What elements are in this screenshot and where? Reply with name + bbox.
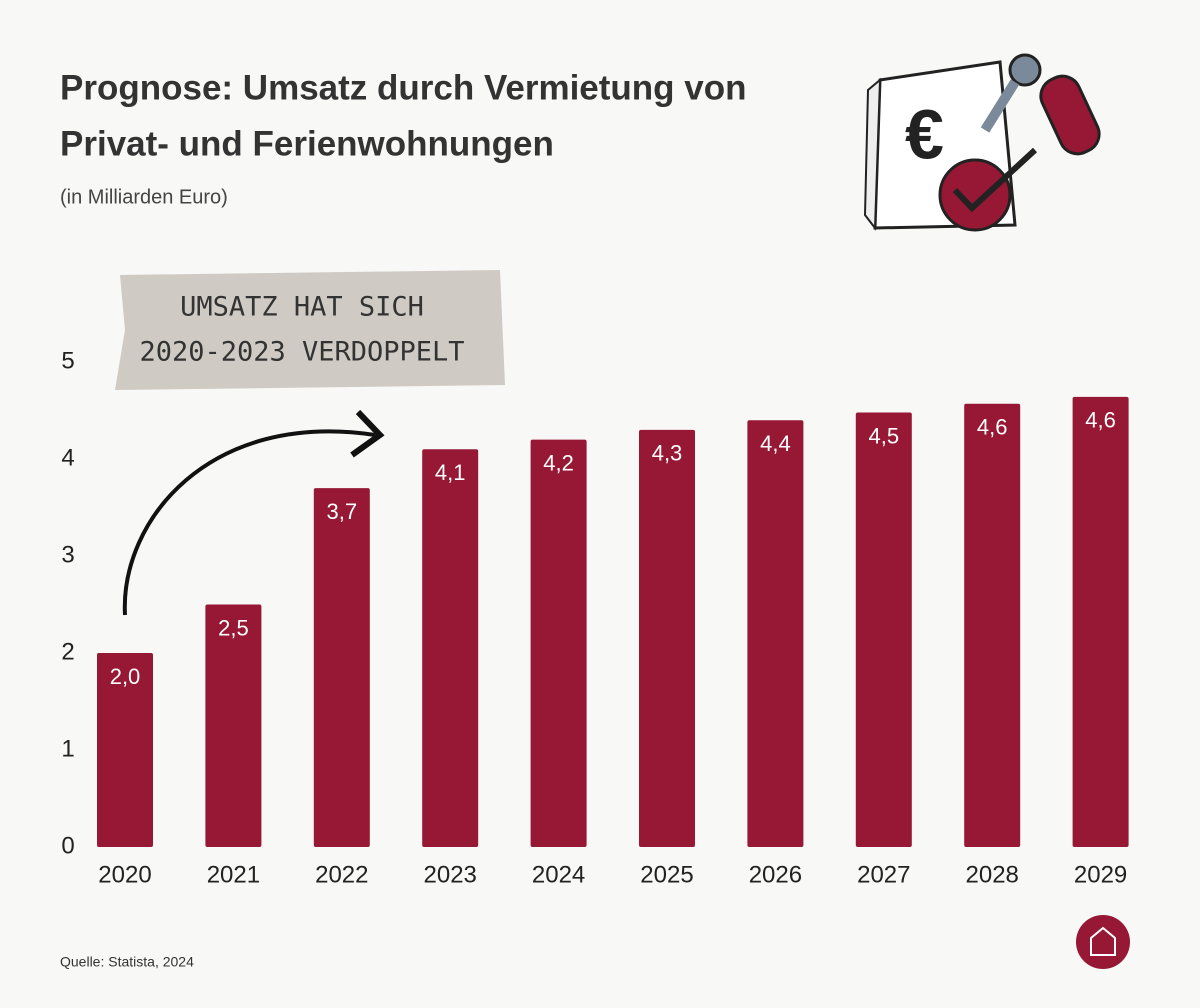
chart-subtitle: (in Milliarden Euro) bbox=[60, 186, 228, 208]
value-label: 4,4 bbox=[760, 431, 791, 456]
value-label: 3,7 bbox=[327, 499, 358, 524]
value-label: 4,2 bbox=[543, 450, 574, 475]
value-label: 4,1 bbox=[435, 460, 466, 485]
chart-title: Prognose: Umsatz durch Vermietung von bbox=[60, 68, 747, 107]
x-tick-label: 2027 bbox=[857, 861, 910, 888]
x-tick-label: 2029 bbox=[1074, 861, 1127, 888]
bar bbox=[530, 439, 587, 847]
value-label: 4,3 bbox=[652, 441, 683, 466]
bar bbox=[747, 420, 804, 847]
bar bbox=[205, 604, 262, 847]
x-tick-label: 2025 bbox=[640, 861, 693, 888]
x-tick-label: 2028 bbox=[966, 861, 1019, 888]
y-tick-label: 2 bbox=[61, 638, 74, 665]
value-label: 4,6 bbox=[1085, 408, 1116, 433]
y-tick-label: 0 bbox=[61, 832, 74, 859]
logo bbox=[1076, 915, 1130, 969]
bar bbox=[97, 653, 153, 847]
source: Quelle: Statista, 2024 bbox=[60, 954, 194, 970]
bar bbox=[855, 412, 912, 847]
y-tick-label: 4 bbox=[61, 444, 74, 471]
x-tick-label: 2021 bbox=[207, 861, 260, 888]
bar bbox=[422, 449, 479, 847]
euro-icon: € bbox=[905, 95, 944, 173]
bar bbox=[1072, 396, 1129, 847]
x-tick-label: 2026 bbox=[749, 861, 802, 888]
chart-title: Privat- und Ferienwohnungen bbox=[60, 124, 554, 163]
bar bbox=[964, 403, 1021, 847]
annotation: UMSATZ HAT SICH 2020-2023 VERDOPPELT bbox=[115, 270, 505, 616]
y-tick-label: 5 bbox=[61, 347, 74, 374]
x-tick-label: 2023 bbox=[424, 861, 477, 888]
y-tick-label: 1 bbox=[61, 735, 74, 762]
annotation-text: UMSATZ HAT SICH bbox=[180, 292, 424, 323]
value-label: 2,5 bbox=[218, 615, 249, 640]
x-tick-label: 2020 bbox=[98, 861, 151, 888]
y-tick-label: 3 bbox=[61, 541, 74, 568]
x-tick-label: 2024 bbox=[532, 861, 585, 888]
x-tick-label: 2022 bbox=[315, 861, 368, 888]
value-label: 4,6 bbox=[977, 415, 1008, 440]
bar bbox=[639, 429, 695, 847]
annotation-text: 2020-2023 VERDOPPELT bbox=[139, 337, 464, 368]
value-label: 4,5 bbox=[869, 423, 900, 448]
value-label: 2,0 bbox=[110, 664, 141, 689]
bar bbox=[313, 488, 370, 847]
illustration: € bbox=[863, 53, 1101, 232]
